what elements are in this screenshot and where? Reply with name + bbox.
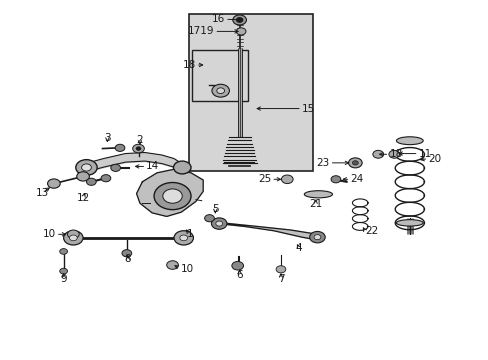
Text: 20: 20: [427, 154, 441, 163]
Circle shape: [67, 230, 79, 239]
Circle shape: [154, 183, 191, 210]
Circle shape: [132, 144, 144, 153]
Circle shape: [166, 261, 178, 269]
Text: 22: 22: [365, 226, 378, 236]
Text: 10: 10: [42, 229, 56, 239]
Circle shape: [231, 261, 243, 270]
Circle shape: [388, 150, 399, 158]
Circle shape: [101, 175, 111, 182]
Text: 18: 18: [388, 149, 402, 159]
Text: 16: 16: [211, 14, 224, 24]
Circle shape: [47, 179, 60, 188]
Circle shape: [281, 175, 292, 184]
Text: 4: 4: [295, 243, 302, 253]
Circle shape: [216, 88, 224, 94]
Text: 25: 25: [258, 174, 271, 184]
Text: 6: 6: [236, 270, 243, 280]
Text: 5: 5: [212, 204, 218, 214]
Circle shape: [136, 147, 141, 150]
Circle shape: [236, 18, 243, 22]
Circle shape: [163, 189, 182, 203]
Circle shape: [77, 172, 89, 181]
Circle shape: [174, 231, 193, 245]
Circle shape: [122, 249, 131, 257]
Ellipse shape: [396, 137, 422, 145]
Text: 2: 2: [136, 135, 143, 145]
Circle shape: [211, 218, 226, 229]
Text: 15: 15: [301, 104, 314, 113]
Circle shape: [81, 164, 91, 171]
Circle shape: [173, 161, 191, 174]
Circle shape: [111, 164, 120, 171]
Circle shape: [348, 158, 362, 168]
Circle shape: [313, 235, 320, 240]
Circle shape: [60, 249, 67, 254]
Text: 13: 13: [36, 188, 49, 198]
Bar: [192, 50, 248, 102]
Ellipse shape: [396, 220, 422, 226]
Polygon shape: [136, 169, 203, 216]
Circle shape: [69, 235, 77, 241]
Text: 10: 10: [180, 264, 193, 274]
Circle shape: [232, 15, 246, 25]
Circle shape: [352, 161, 358, 165]
Text: 24: 24: [350, 174, 363, 184]
Text: 12: 12: [76, 193, 89, 203]
Circle shape: [63, 231, 83, 245]
Circle shape: [60, 268, 67, 274]
Ellipse shape: [304, 191, 332, 198]
Circle shape: [330, 176, 340, 183]
Circle shape: [180, 235, 187, 241]
Text: 23: 23: [316, 158, 329, 168]
Circle shape: [236, 28, 245, 35]
Circle shape: [372, 150, 383, 158]
Circle shape: [211, 84, 229, 97]
Circle shape: [76, 159, 97, 175]
Circle shape: [309, 231, 325, 243]
Text: 9: 9: [60, 274, 67, 284]
Text: 11: 11: [418, 149, 431, 158]
Circle shape: [204, 215, 214, 222]
Text: 18: 18: [182, 60, 196, 70]
Text: 21: 21: [308, 199, 322, 209]
Text: 1: 1: [186, 229, 193, 239]
Text: 1719: 1719: [187, 26, 214, 36]
Circle shape: [115, 144, 124, 152]
Bar: [188, 14, 312, 171]
Circle shape: [276, 266, 285, 273]
Circle shape: [86, 178, 96, 185]
Text: 14: 14: [146, 161, 159, 171]
Polygon shape: [217, 223, 321, 241]
Text: 3: 3: [104, 133, 110, 143]
Circle shape: [215, 221, 222, 226]
Text: 7: 7: [277, 274, 284, 284]
Text: 8: 8: [124, 254, 131, 264]
